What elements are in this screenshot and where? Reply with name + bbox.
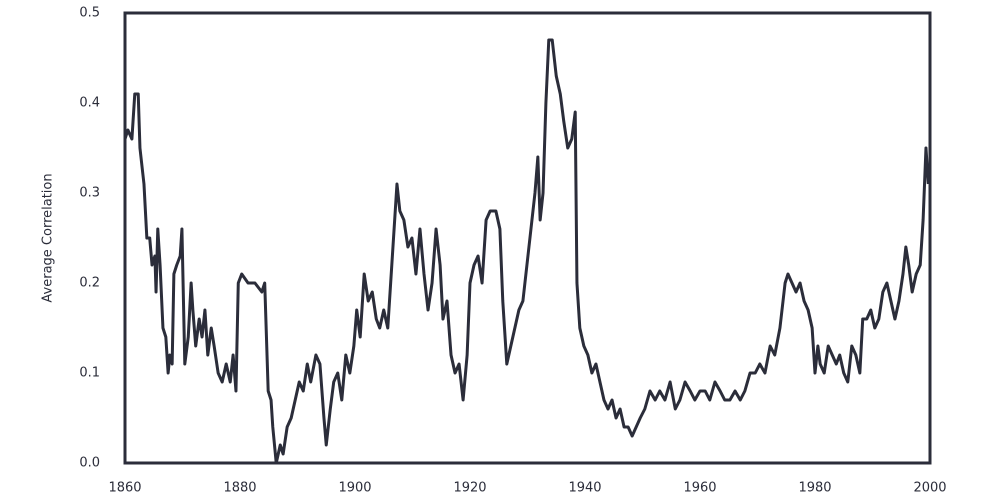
x-tick-label: 1980: [798, 481, 831, 496]
y-tick-label: 0.1: [79, 366, 100, 381]
data-line: [123, 38, 930, 465]
x-tick-label: 1960: [683, 481, 716, 496]
x-tick-label: 1860: [108, 481, 141, 496]
y-tick-label: 0.0: [79, 456, 100, 471]
x-tick-label: 1940: [568, 481, 601, 496]
plot-frame: [123, 11, 932, 465]
x-tick-label: 1900: [338, 481, 371, 496]
y-tick-label: 0.2: [79, 276, 100, 291]
y-tick-label: 0.4: [79, 96, 100, 111]
x-tick-label: 1920: [453, 481, 486, 496]
y-tick-label: 0.5: [79, 6, 100, 21]
x-tick-label: 1880: [223, 481, 256, 496]
x-tick-label: 2000: [913, 481, 946, 496]
y-axis-label: Average Correlation: [41, 173, 56, 302]
y-tick-label: 0.3: [79, 186, 100, 201]
